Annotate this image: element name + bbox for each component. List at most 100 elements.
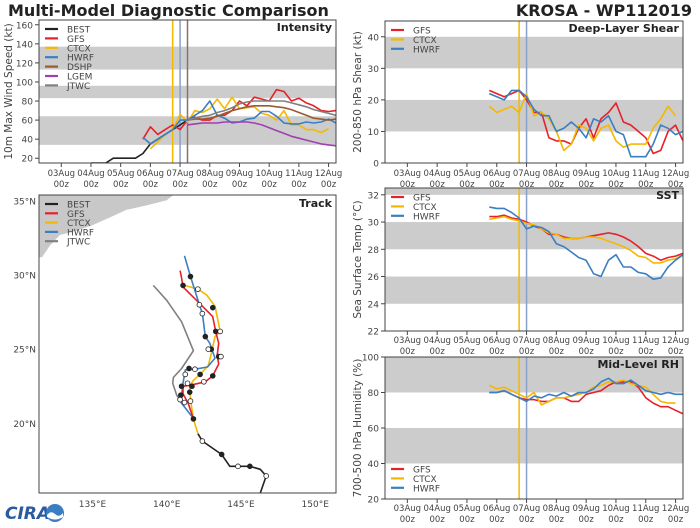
x-tick-day: 10Aug	[255, 169, 282, 179]
track-position-marker	[184, 380, 191, 387]
x-tick-day: 09Aug	[572, 169, 599, 179]
x-tick-day: 07Aug	[513, 169, 540, 179]
x-tick-label: 03Aug 00z	[394, 504, 421, 525]
track-position-marker	[180, 282, 186, 289]
x-tick-hour: 00z	[232, 180, 248, 190]
x-tick-label: 03Aug 00z	[394, 336, 421, 357]
track-line-gfs	[179, 270, 220, 420]
series-line-ctcx	[488, 379, 676, 406]
x-tick-day: 06Aug	[137, 169, 164, 179]
x-tick-day: 11Aug	[632, 169, 659, 179]
x-tick-label: 10Aug 00z	[602, 504, 629, 525]
x-tick-label: 10Aug 00z	[602, 336, 629, 357]
x-tick-day: 08Aug	[543, 504, 570, 514]
y-tick-label: 28	[368, 246, 380, 256]
track-position-marker	[192, 366, 198, 373]
x-tick-day: 11Aug	[632, 504, 659, 514]
y-axis-label: 700-500 hPa Humidity (%)	[352, 359, 364, 498]
track-position-marker	[202, 333, 209, 340]
x-tick-label: 09Aug 00z	[572, 169, 599, 190]
x-tick-day: 08Aug	[543, 336, 570, 346]
land-japan	[39, 195, 174, 258]
y-tick-label: 24	[368, 300, 380, 310]
legend-label: GFS	[67, 35, 85, 45]
x-tick-day: 05Aug	[453, 504, 480, 514]
x-tick-hour: 00z	[54, 180, 70, 190]
track-position-marker	[218, 353, 224, 360]
track-position-marker	[195, 286, 201, 292]
lon-tick-label: 140°E	[153, 500, 181, 510]
track-position-marker	[217, 328, 223, 335]
x-tick-day: 08Aug	[196, 169, 223, 179]
track-position-marker	[235, 463, 241, 470]
y-tick-label: 40	[368, 460, 380, 470]
x-tick-label: 03Aug 00z	[394, 169, 421, 190]
x-tick-label: 08Aug 00z	[543, 169, 570, 190]
x-tick-hour: 00z	[113, 180, 129, 190]
track-position-marker	[178, 392, 184, 398]
legend-label: GFS	[413, 194, 431, 204]
panel-title: Intensity	[277, 21, 332, 34]
x-tick-hour: 00z	[549, 515, 565, 525]
track-position-marker	[186, 389, 193, 395]
x-tick-hour: 00z	[519, 180, 535, 190]
y-tick-label: 40	[22, 136, 34, 146]
x-tick-day: 09Aug	[572, 336, 599, 346]
y-tick-label: 32	[368, 191, 379, 201]
x-tick-hour: 00z	[519, 347, 535, 357]
y-tick-label: 60	[368, 425, 380, 435]
x-tick-hour: 00z	[400, 347, 416, 357]
y-tick-label: 0	[373, 160, 379, 170]
x-tick-day: 11Aug	[285, 169, 312, 179]
x-tick-label: 09Aug 00z	[572, 336, 599, 357]
x-tick-day: 09Aug	[572, 504, 599, 514]
x-tick-hour: 00z	[668, 347, 684, 357]
lat-tick-label: 20°N	[13, 420, 36, 430]
x-tick-hour: 00z	[430, 180, 446, 190]
shaded-band	[385, 357, 683, 393]
x-tick-hour: 00z	[459, 347, 475, 357]
x-tick-day: 10Aug	[602, 504, 629, 514]
x-tick-hour: 00z	[430, 347, 446, 357]
x-tick-day: 12Aug	[662, 504, 689, 514]
x-tick-hour: 00z	[579, 515, 595, 525]
y-tick-label: 80	[22, 98, 34, 108]
y-axis-label: 10m Max Wind Speed (kt)	[3, 23, 15, 159]
series-line-hwrf	[489, 377, 683, 403]
x-tick-hour: 00z	[459, 180, 475, 190]
x-tick-hour: 00z	[489, 180, 505, 190]
x-tick-hour: 00z	[262, 180, 278, 190]
lat-tick-label: 30°N	[13, 272, 36, 282]
x-tick-day: 04Aug	[423, 504, 450, 514]
x-tick-hour: 00z	[291, 180, 307, 190]
x-tick-label: 03Aug 00z	[48, 169, 75, 190]
y-tick-label: 140	[16, 40, 33, 50]
x-tick-day: 05Aug	[453, 336, 480, 346]
x-tick-hour: 00z	[668, 515, 684, 525]
legend-label: GFS	[413, 466, 431, 476]
track-position-marker	[186, 365, 192, 372]
legend-label: LGEM	[67, 73, 92, 83]
panel-title: Mid-Level RH	[597, 358, 679, 371]
shear-plot-area	[385, 21, 683, 163]
x-tick-day: 04Aug	[423, 169, 450, 179]
storm-id: KROSA - WP112019	[515, 1, 692, 20]
x-tick-hour: 00z	[579, 347, 595, 357]
svg-text:CIRA: CIRA	[5, 504, 50, 524]
x-tick-hour: 00z	[489, 347, 505, 357]
x-tick-day: 06Aug	[483, 169, 510, 179]
track-position-marker	[190, 416, 197, 422]
y-tick-label: 20	[22, 155, 34, 165]
x-tick-label: 06Aug 00z	[483, 169, 510, 190]
y-tick-label: 160	[16, 21, 33, 31]
shear-frame	[384, 20, 684, 164]
series-line-jtwc	[187, 100, 336, 121]
track-line-hwrf	[180, 255, 216, 418]
y-tick-label: 20	[368, 96, 380, 106]
x-tick-hour: 00z	[668, 180, 684, 190]
track-position-marker	[182, 371, 189, 378]
lon-tick-label: 135°E	[79, 500, 107, 510]
x-tick-hour: 00z	[400, 180, 416, 190]
